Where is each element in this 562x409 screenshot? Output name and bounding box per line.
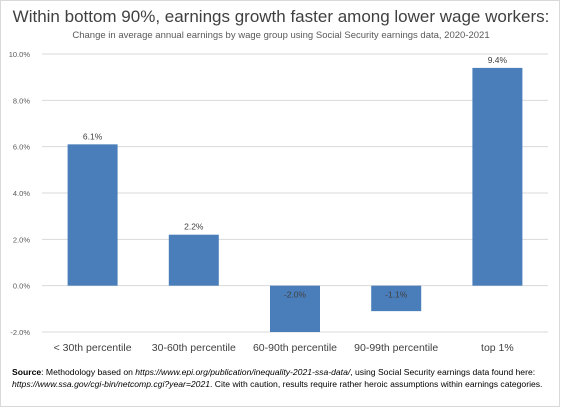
source-text-1: : Methodology based on (41, 367, 136, 377)
y-tick-label: 8.0% (13, 96, 30, 105)
x-tick-label: 60-90th percentile (253, 342, 337, 354)
y-tick-label: 10.0% (9, 50, 31, 59)
gridlines (42, 53, 548, 333)
y-axis-ticks: -2.0% 0.0% 2.0% 4.0% 6.0% 8.0% 10.0% (9, 50, 31, 337)
x-tick-label: top 1% (481, 342, 514, 354)
x-axis-labels: < 30th percentile 30-60th percentile 60-90… (54, 342, 514, 354)
source-text-3: . Cite with caution, results require rat… (210, 378, 543, 389)
x-tick-label: 30-60th percentile (152, 342, 236, 354)
bar (168, 234, 219, 286)
bar (67, 144, 118, 286)
source-link-epi[interactable]: https://www.epi.org/publication/inequali… (135, 367, 351, 377)
x-tick-label: < 30th percentile (54, 342, 132, 354)
data-label: 9.4% (488, 55, 508, 65)
data-label: 6.1% (83, 131, 103, 141)
source-link-ssa[interactable]: https://www.ssa.gov/cgi-bin/netcomp.cgi?… (12, 378, 210, 389)
source-label: Source (12, 367, 42, 377)
bar (472, 67, 523, 286)
chart-subtitle: Change in average annual earnings by wag… (72, 30, 490, 41)
bar (270, 285, 320, 332)
source-text-2: , using Social Security earnings data fo… (350, 367, 536, 377)
x-tick-label: 90-99th percentile (354, 342, 438, 354)
bars (67, 67, 523, 332)
y-tick-label: -2.0% (10, 328, 30, 337)
y-tick-label: 6.0% (13, 143, 30, 152)
source-note: Source: Methodology based on https://www… (12, 367, 557, 390)
y-tick-label: 4.0% (13, 189, 30, 198)
chart-title: Within bottom 90%, earnings growth faste… (12, 7, 550, 26)
data-label: 2.2% (184, 222, 204, 232)
data-label: -2.0% (284, 290, 307, 300)
bar (371, 285, 422, 312)
data-label: -1.1% (385, 290, 408, 300)
y-tick-label: 0.0% (13, 282, 30, 291)
data-labels: 6.1% 2.2% -2.0% -1.1% 9.4% (83, 55, 508, 300)
y-tick-label: 2.0% (13, 235, 30, 244)
